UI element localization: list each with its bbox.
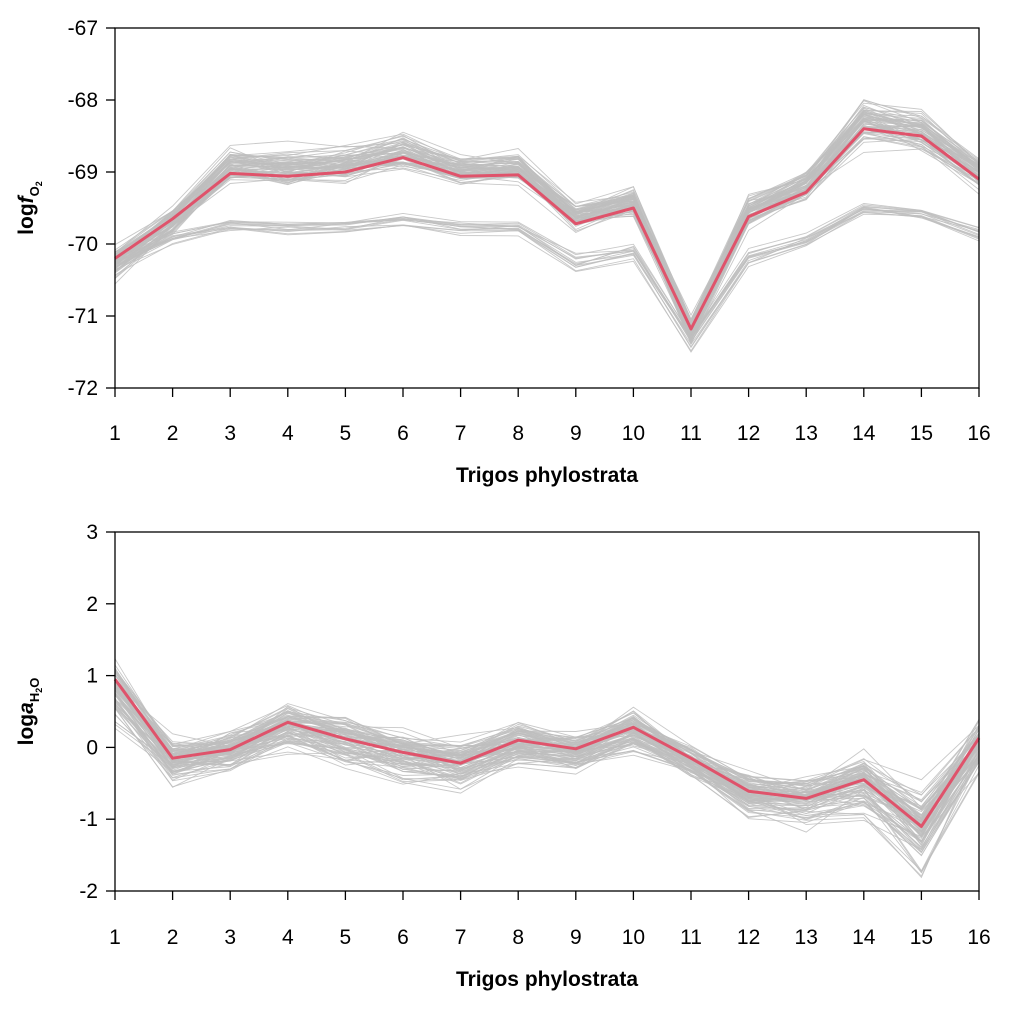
background-series-line — [114, 112, 980, 333]
x-tick-label: 12 — [737, 926, 760, 949]
plot-frame — [114, 27, 980, 389]
background-series-line — [114, 99, 980, 321]
x-tick-label: 1 — [109, 926, 121, 949]
x-tick-label: 13 — [795, 422, 818, 445]
background-series-line — [114, 205, 980, 339]
background-series-line — [114, 688, 980, 803]
background-series-line — [114, 211, 980, 353]
x-tick-label: 3 — [224, 422, 236, 445]
y-tick-label: -71 — [68, 305, 98, 328]
x-tick-label: 11 — [680, 926, 702, 949]
background-series-line — [114, 136, 980, 339]
background-series-line — [114, 212, 980, 346]
background-series-line — [114, 118, 980, 330]
y-tick-label: -1 — [79, 808, 98, 831]
y-tick-label: -70 — [68, 233, 98, 256]
background-series-line — [114, 703, 980, 832]
background-series-line — [114, 204, 980, 340]
x-tick-label: 15 — [910, 422, 933, 445]
background-series-line — [114, 213, 980, 352]
x-tick-label: 8 — [512, 422, 524, 445]
x-tick-label: 7 — [455, 926, 467, 949]
x-tick-label: 1 — [109, 422, 121, 445]
background-series-line — [114, 664, 980, 816]
background-series-line — [114, 698, 980, 843]
y-tick-label: 1 — [86, 665, 98, 688]
x-tick-label: 5 — [340, 422, 352, 445]
background-series-line — [114, 690, 980, 843]
x-tick-label: 16 — [967, 422, 990, 445]
background-series-line — [114, 113, 980, 325]
y-tick-label: 2 — [86, 593, 98, 616]
plot-frame — [114, 531, 980, 892]
x-tick-label: 12 — [737, 422, 760, 445]
background-series-line — [114, 124, 980, 332]
background-series-line — [114, 118, 980, 323]
x-tick-label: 16 — [967, 926, 990, 949]
x-tick-label: 9 — [570, 422, 582, 445]
background-series-line — [114, 203, 980, 337]
x-tick-label: 14 — [852, 926, 876, 949]
background-series-line — [114, 136, 980, 335]
y-tick-label: -67 — [68, 17, 98, 40]
x-tick-label: 2 — [167, 926, 179, 949]
x-tick-label: 11 — [680, 422, 702, 445]
x-tick-label: 9 — [570, 926, 582, 949]
background-series-line — [114, 699, 980, 848]
y-tick-label: -69 — [68, 161, 98, 184]
background-series-line — [114, 100, 980, 321]
x-axis-title: Trigos phylostrata — [456, 464, 638, 487]
background-series-line — [114, 206, 980, 342]
x-tick-label: 7 — [455, 422, 467, 445]
background-series-line — [114, 682, 980, 854]
x-axis-title: Trigos phylostrata — [456, 968, 638, 991]
x-tick-label: 6 — [397, 926, 409, 949]
background-series-line — [114, 683, 980, 830]
x-tick-label: 3 — [224, 926, 236, 949]
x-tick-label: 5 — [340, 926, 352, 949]
background-series-line — [114, 672, 980, 819]
x-tick-label: 4 — [282, 422, 294, 445]
background-series-line — [114, 690, 980, 820]
y-tick-label: 0 — [86, 736, 98, 759]
y-tick-label: -68 — [68, 89, 98, 112]
background-series-line — [114, 138, 980, 336]
x-tick-label: 4 — [282, 926, 294, 949]
chart-panel-1: -72-71-70-69-68-671 2 3 4 5 6 7 8 9 10 11 12 13 14 15 1… — [15, 17, 991, 487]
background-series-line — [114, 694, 980, 820]
background-series-line — [114, 673, 980, 811]
background-series-line — [114, 687, 980, 851]
y-axis-title: logaH2O — [15, 678, 44, 746]
highlight-series-line — [113, 678, 981, 828]
x-tick-label: 14 — [852, 422, 876, 445]
y-axis-title: logfO2 — [15, 181, 44, 235]
y-tick-label: 3 — [86, 521, 98, 544]
x-tick-label: 10 — [622, 926, 645, 949]
x-tick-label: 2 — [167, 422, 179, 445]
background-series-line — [114, 714, 980, 872]
x-tick-label: 15 — [910, 926, 933, 949]
x-tick-label: 8 — [512, 926, 524, 949]
y-tick-label: -2 — [79, 880, 98, 903]
y-tick-label: -72 — [68, 377, 98, 400]
background-series-line — [114, 669, 980, 803]
x-tick-label: 6 — [397, 422, 409, 445]
x-tick-label: 13 — [795, 926, 818, 949]
background-series-line — [114, 697, 980, 838]
background-series-line — [114, 115, 980, 330]
background-series-line — [114, 211, 980, 343]
x-tick-label: 10 — [622, 422, 645, 445]
background-series-line — [114, 685, 980, 816]
background-series-line — [114, 132, 980, 345]
highlight-series-line — [114, 127, 980, 331]
